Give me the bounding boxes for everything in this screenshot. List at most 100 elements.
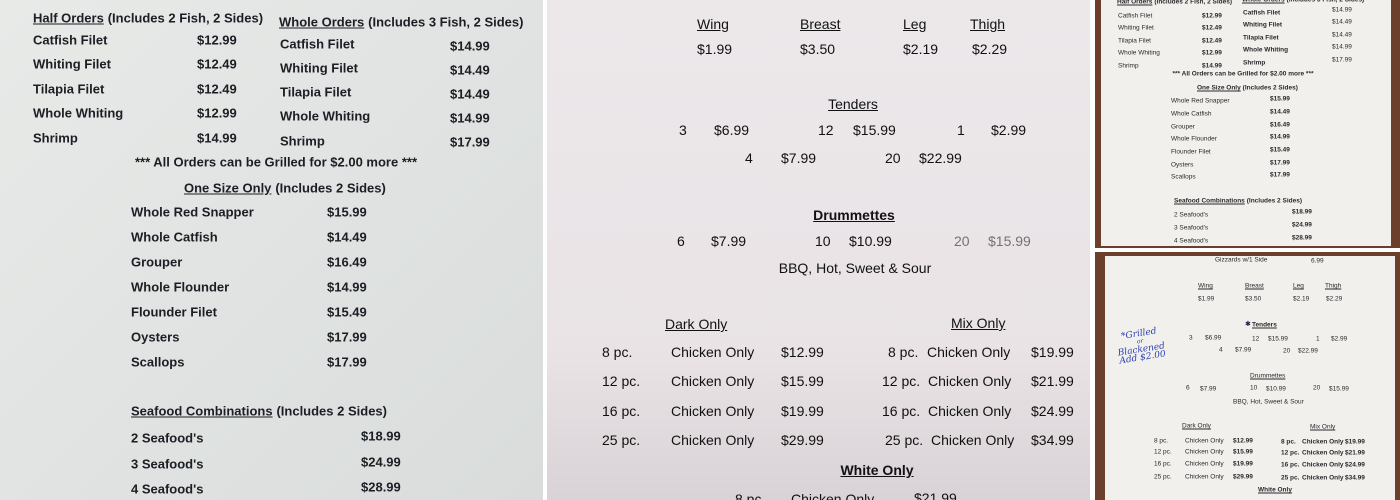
desc: Chicken Only (671, 403, 755, 419)
price: $10.99 (1266, 385, 1286, 393)
one-size-header: One Size Only (Includes 2 Sides) (1197, 85, 1298, 92)
item-price: $24.99 (361, 454, 401, 470)
item-price: $17.99 (327, 329, 367, 345)
size: 16 pc. (1154, 460, 1172, 468)
item-price: $12.99 (197, 32, 237, 48)
item-price: $14.49 (1332, 31, 1352, 39)
piece-price: $3.50 (1245, 295, 1262, 303)
item-name: 3 Seafood's (131, 456, 204, 472)
desc: Chicken Only (791, 491, 875, 500)
item-name: Whiting Filet (33, 56, 111, 72)
photo-chicken-menu-closeup (547, 0, 1090, 500)
item-price: $14.99 (1332, 43, 1352, 51)
price: $2.99 (1331, 335, 1348, 343)
item-name: Scallops (1171, 173, 1196, 181)
item-price: $12.49 (1202, 24, 1222, 32)
qty: 6 (1186, 384, 1190, 392)
qty: 20 (1283, 347, 1291, 355)
price: $29.99 (781, 432, 824, 448)
item-price: $14.99 (450, 38, 490, 54)
item-name: Tilapia Filet (1118, 37, 1151, 45)
desc: Chicken Only (1302, 474, 1344, 482)
item-name: Whole Red Snapper (1171, 97, 1230, 105)
white-only-header: White Only (1258, 486, 1292, 494)
one-size-header: One Size Only (Includes 2 Sides) (184, 181, 386, 196)
menu-paper (1101, 0, 1391, 246)
item-name: Oysters (1171, 161, 1194, 169)
item-name: Whole Whiting (1118, 49, 1160, 57)
qty: 20 (885, 150, 901, 166)
item-name: Whiting Filet (1118, 24, 1154, 32)
dark-only-header: Dark Only (665, 316, 728, 332)
piece-name: Leg (903, 16, 927, 32)
section-note: (Includes 2 Sides) (275, 180, 386, 196)
grilled-note: *** All Orders can be Grilled for $2.00 … (1172, 70, 1314, 78)
item-name: Whole Catfish (131, 229, 218, 245)
piece-name: Breast (1245, 282, 1264, 290)
item-price: $17.99 (1332, 56, 1352, 64)
item-price: $14.99 (1202, 62, 1222, 70)
price: $10.99 (849, 233, 892, 249)
desc: Chicken Only (1185, 448, 1224, 456)
item-price: $14.49 (450, 62, 490, 77)
price: $12.99 (1233, 437, 1253, 445)
piece-price: $1.99 (1198, 295, 1215, 303)
qty: 6 (677, 233, 685, 249)
price: $7.99 (1235, 346, 1252, 354)
size: 8 pc. (602, 344, 633, 360)
qty: 12 (818, 122, 834, 138)
desc: Chicken Only (927, 344, 1011, 360)
sauces: BBQ, Hot, Sweet & Sour (1233, 398, 1304, 406)
section-note: (Includes 3 Fish, 2 Sides) (368, 14, 524, 30)
section-title: Half Orders (33, 10, 104, 26)
whole-orders-header: Whole Orders (Includes 3 Fish, 2 Sides) (279, 15, 523, 30)
piece-name: Leg (1293, 282, 1304, 290)
desc: Chicken Only (1302, 449, 1344, 457)
item-price: $28.99 (361, 479, 401, 495)
desc: Chicken Only (1185, 473, 1224, 481)
tenders-header: Tenders (828, 96, 878, 112)
item-name: Whiting Filet (1243, 21, 1282, 29)
item-price: $14.49 (1270, 108, 1290, 116)
piece-price: $2.29 (1326, 295, 1343, 303)
section-note: (Includes 2 Sides) (276, 403, 387, 419)
item-name: Whole Flounder (1171, 135, 1217, 143)
qty: 20 (954, 233, 970, 249)
section-title: Seafood Combinations (131, 403, 273, 419)
gizzards-label: Gizzards w/1 Side (1215, 256, 1268, 264)
desc: Chicken Only (671, 344, 755, 360)
price: $34.99 (1031, 432, 1074, 448)
item-price: $16.49 (327, 254, 367, 270)
item-price: $28.99 (1292, 234, 1312, 242)
qty: 10 (1250, 384, 1258, 392)
qty: 4 (745, 150, 753, 166)
price: $2.99 (991, 122, 1027, 138)
item-name: Shrimp (1118, 62, 1139, 70)
item-price: $14.99 (450, 110, 490, 125)
item-name: Whole Whiting (280, 108, 371, 124)
section-title: One Size Only (184, 180, 272, 196)
size: 16 pc. (1281, 461, 1300, 469)
qty: 3 (679, 122, 687, 138)
piece-name: Wing (1198, 282, 1213, 290)
grilled-note: *** All Orders can be Grilled for $2.00 … (134, 154, 418, 170)
qty: 4 (1219, 346, 1223, 354)
item-name: Catfish Filet (280, 36, 355, 52)
desc: Chicken Only (928, 403, 1012, 419)
price: $34.99 (1345, 474, 1365, 482)
mix-only-header: Mix Only (951, 315, 1006, 331)
item-price: $15.99 (327, 204, 367, 220)
item-name: Tilapia Filet (280, 84, 352, 100)
photo-chicken-menu-full (1095, 252, 1400, 500)
item-price: $17.99 (327, 354, 367, 370)
size: 8 pc. (1281, 438, 1296, 446)
price: $19.99 (1031, 344, 1074, 360)
asterisk-icon: ✱ (1245, 321, 1251, 328)
tenders-header: Tenders (1252, 321, 1277, 329)
piece-price: $1.99 (697, 41, 733, 57)
half-orders-header: Half Orders (Includes 2 Fish, 2 Sides) (33, 11, 263, 26)
item-name: Flounder Filet (1171, 148, 1211, 156)
item-price: $12.49 (1202, 37, 1222, 45)
qty: 1 (1316, 335, 1320, 343)
